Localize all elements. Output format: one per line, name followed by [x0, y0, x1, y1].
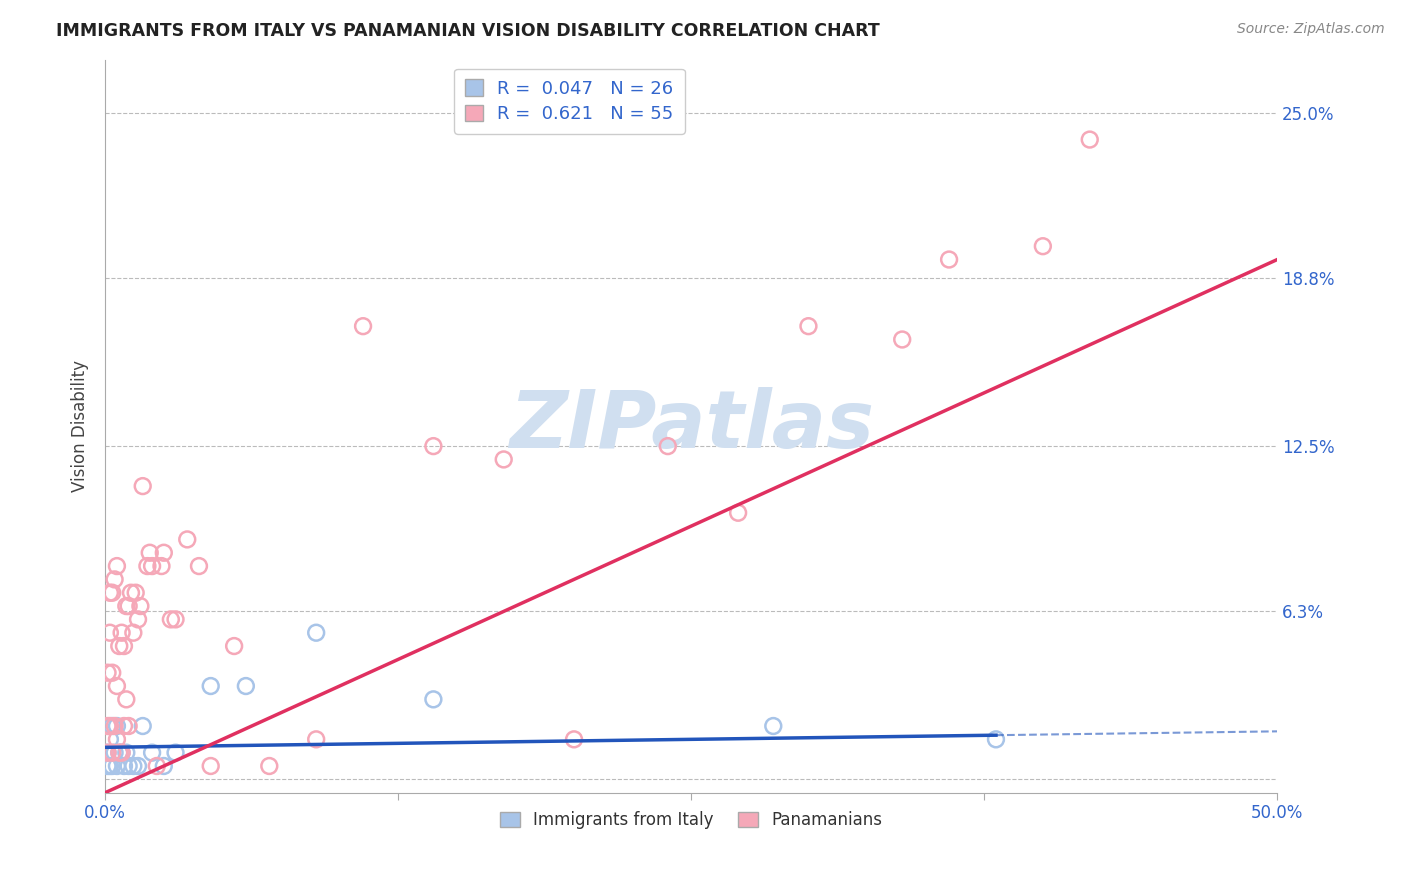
Point: [105, 559, 128, 574]
Point: [153, 546, 176, 560]
Point: [103, 719, 125, 733]
Point: [105, 679, 128, 693]
Point: [657, 439, 679, 453]
Point: [352, 319, 374, 334]
Point: [101, 759, 124, 773]
Text: IMMIGRANTS FROM ITALY VS PANAMANIAN VISION DISABILITY CORRELATION CHART: IMMIGRANTS FROM ITALY VS PANAMANIAN VISI…: [56, 22, 880, 40]
Point: [118, 719, 141, 733]
Point: [118, 599, 141, 613]
Y-axis label: Vision Disability: Vision Disability: [72, 360, 89, 492]
Point: [129, 599, 152, 613]
Point: [112, 759, 135, 773]
Point: [150, 559, 173, 574]
Point: [422, 439, 444, 453]
Point: [96, 665, 118, 680]
Point: [200, 679, 222, 693]
Point: [200, 759, 222, 773]
Point: [1078, 132, 1101, 146]
Point: [105, 719, 128, 733]
Point: [111, 625, 134, 640]
Point: [111, 746, 134, 760]
Point: [96, 746, 118, 760]
Point: [122, 625, 145, 640]
Point: [98, 759, 121, 773]
Point: [115, 746, 138, 760]
Point: [101, 585, 124, 599]
Point: [188, 559, 211, 574]
Point: [132, 719, 155, 733]
Point: [259, 759, 281, 773]
Point: [160, 612, 183, 626]
Point: [153, 759, 176, 773]
Point: [165, 746, 187, 760]
Point: [120, 585, 142, 599]
Point: [132, 479, 155, 493]
Point: [165, 612, 187, 626]
Point: [727, 506, 749, 520]
Point: [111, 746, 134, 760]
Point: [108, 746, 131, 760]
Point: [112, 719, 135, 733]
Point: [103, 573, 125, 587]
Point: [235, 679, 257, 693]
Point: [125, 585, 148, 599]
Legend: Immigrants from Italy, Panamanians: Immigrants from Italy, Panamanians: [494, 805, 890, 836]
Point: [96, 759, 118, 773]
Point: [98, 719, 121, 733]
Point: [115, 599, 138, 613]
Point: [115, 692, 138, 706]
Point: [101, 665, 124, 680]
Point: [103, 746, 125, 760]
Point: [108, 746, 131, 760]
Point: [492, 452, 515, 467]
Point: [127, 612, 149, 626]
Point: [101, 746, 124, 760]
Point: [96, 719, 118, 733]
Point: [176, 533, 198, 547]
Text: Source: ZipAtlas.com: Source: ZipAtlas.com: [1237, 22, 1385, 37]
Point: [118, 759, 141, 773]
Point: [797, 319, 820, 334]
Point: [984, 732, 1007, 747]
Point: [762, 719, 785, 733]
Point: [96, 746, 118, 760]
Point: [105, 732, 128, 747]
Point: [98, 625, 121, 640]
Point: [305, 732, 328, 747]
Point: [938, 252, 960, 267]
Point: [891, 333, 914, 347]
Point: [112, 639, 135, 653]
Point: [136, 559, 159, 574]
Point: [139, 546, 162, 560]
Point: [146, 759, 169, 773]
Point: [422, 692, 444, 706]
Point: [562, 732, 585, 747]
Point: [101, 719, 124, 733]
Point: [127, 759, 149, 773]
Point: [1032, 239, 1054, 253]
Point: [105, 759, 128, 773]
Point: [141, 746, 163, 760]
Point: [98, 585, 121, 599]
Point: [98, 732, 121, 747]
Text: ZIPatlas: ZIPatlas: [509, 387, 873, 465]
Point: [305, 625, 328, 640]
Point: [108, 639, 131, 653]
Point: [141, 559, 163, 574]
Point: [224, 639, 246, 653]
Point: [122, 759, 145, 773]
